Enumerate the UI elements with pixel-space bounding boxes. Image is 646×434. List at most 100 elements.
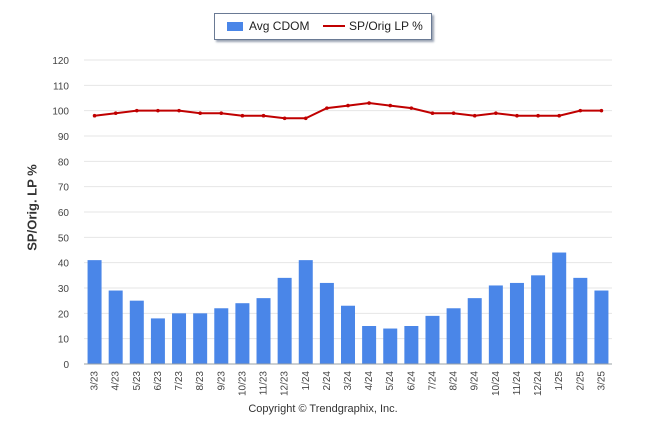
bar-avg-cdom-6-24 <box>404 326 419 364</box>
point-sp-orig-lp-2-25 <box>578 108 583 113</box>
bar-avg-cdom-10-24 <box>488 285 503 364</box>
bar-avg-cdom-3-25 <box>594 290 609 364</box>
y-axis-ticks: 0 10 20 30 40 50 60 70 80 90 100 110 120 <box>52 56 69 371</box>
x-tick-label: 9/23 <box>216 371 227 391</box>
bar-avg-cdom-5-23 <box>129 300 144 364</box>
bar-avg-cdom-10-23 <box>235 303 250 364</box>
legend-swatch-avg-cdom <box>227 22 243 31</box>
x-tick-label: 3/23 <box>90 371 101 391</box>
bar-avg-cdom-2-25 <box>573 277 588 364</box>
y-axis-label: SP/Orig. LP % <box>24 164 40 251</box>
y-tick-label: 100 <box>52 107 69 118</box>
x-tick-label: 7/23 <box>174 371 185 391</box>
point-sp-orig-lp-10-24 <box>494 111 498 115</box>
y-tick-label: 10 <box>58 335 70 346</box>
point-sp-orig-lp-4-24 <box>367 101 371 105</box>
point-sp-orig-lp-8-23 <box>198 111 202 115</box>
x-tick-label: 6/24 <box>406 371 417 391</box>
point-sp-orig-lp-6-24 <box>409 106 414 110</box>
point-sp-orig-lp-6-23 <box>156 108 160 113</box>
bar-avg-cdom-12-23 <box>277 277 292 364</box>
point-sp-orig-lp-9-23 <box>219 111 224 115</box>
legend-label-avg-cdom: Avg CDOM <box>249 19 310 33</box>
y-tick-label: 80 <box>58 157 70 168</box>
point-sp-orig-lp-3-24 <box>346 103 350 108</box>
x-tick-label: 5/24 <box>385 371 396 391</box>
y-tick-label: 30 <box>58 284 70 295</box>
point-sp-orig-lp-7-24 <box>430 111 435 115</box>
point-sp-orig-lp-7-23 <box>177 108 181 113</box>
point-sp-orig-lp-3-25 <box>599 108 604 113</box>
point-sp-orig-lp-5-23 <box>135 108 139 113</box>
x-tick-label: 2/25 <box>575 371 586 391</box>
bar-avg-cdom-1-25 <box>552 252 567 364</box>
bar-avg-cdom-8-24 <box>446 308 461 364</box>
legend-label-sp-orig-lp: SP/Orig LP % <box>349 19 423 33</box>
x-tick-label: 11/23 <box>259 371 270 396</box>
point-sp-orig-lp-1-24 <box>303 116 308 121</box>
line-series-sp-orig-lp <box>92 101 604 121</box>
point-sp-orig-lp-3-23 <box>92 113 97 118</box>
legend-swatch-sp-orig-lp <box>323 25 345 27</box>
x-tick-label: 3/24 <box>343 371 354 391</box>
point-sp-orig-lp-12-23 <box>282 116 287 121</box>
legend: Avg CDOM SP/Orig LP % <box>214 13 432 40</box>
bar-avg-cdom-12-24 <box>531 275 546 364</box>
bar-avg-cdom-9-23 <box>214 308 229 364</box>
bar-avg-cdom-7-23 <box>172 313 187 364</box>
bar-avg-cdom-8-23 <box>193 313 208 364</box>
x-tick-label: 8/24 <box>449 371 460 391</box>
point-sp-orig-lp-11-23 <box>261 113 266 118</box>
bar-avg-cdom-5-24 <box>383 328 398 364</box>
point-sp-orig-lp-9-24 <box>472 113 477 118</box>
point-sp-orig-lp-4-23 <box>113 111 118 115</box>
bar-avg-cdom-7-24 <box>425 315 440 364</box>
y-tick-label: 70 <box>58 183 70 194</box>
x-tick-label: 4/23 <box>111 371 122 391</box>
y-tick-label: 0 <box>63 360 69 371</box>
x-tick-label: 11/24 <box>512 371 523 396</box>
y-tick-label: 60 <box>58 208 70 219</box>
point-sp-orig-lp-1-25 <box>557 113 561 118</box>
bar-avg-cdom-4-23 <box>108 290 123 364</box>
y-tick-label: 110 <box>53 81 69 92</box>
bar-avg-cdom-6-23 <box>150 318 165 364</box>
x-tick-label: 5/23 <box>132 371 143 391</box>
point-sp-orig-lp-5-24 <box>388 103 393 108</box>
x-axis-ticks: 3/23 4/23 5/23 6/23 7/23 8/23 9/23 10/23 11/23 12… <box>90 371 608 396</box>
x-tick-label: 6/23 <box>153 371 164 391</box>
point-sp-orig-lp-8-24 <box>451 111 456 115</box>
x-tick-label: 9/24 <box>470 371 481 391</box>
y-tick-label: 120 <box>52 56 69 67</box>
bar-avg-cdom-11-23 <box>256 298 271 364</box>
copyright-footer: Copyright © Trendgraphix, Inc. <box>248 403 398 415</box>
point-sp-orig-lp-12-24 <box>536 113 540 118</box>
x-tick-label: 4/24 <box>364 371 375 391</box>
x-tick-label: 10/23 <box>237 371 248 396</box>
x-tick-label: 10/24 <box>491 371 502 396</box>
bar-avg-cdom-9-24 <box>467 298 482 364</box>
point-sp-orig-lp-2-24 <box>325 106 329 110</box>
bar-avg-cdom-11-24 <box>509 282 524 364</box>
y-tick-label: 90 <box>58 132 70 143</box>
x-tick-label: 12/24 <box>533 371 544 396</box>
bar-avg-cdom-3-23 <box>87 260 102 364</box>
x-tick-label: 8/23 <box>195 371 206 391</box>
bar-avg-cdom-3-24 <box>341 305 355 364</box>
bar-series-avg-cdom <box>87 252 609 364</box>
x-tick-label: 7/24 <box>427 371 438 391</box>
x-tick-label: 3/25 <box>596 371 607 391</box>
y-tick-label: 20 <box>58 309 70 320</box>
x-tick-label: 1/24 <box>301 371 312 391</box>
y-tick-label: 50 <box>58 233 70 244</box>
point-sp-orig-lp-11-24 <box>515 113 519 118</box>
x-tick-label: 1/25 <box>554 371 565 391</box>
point-sp-orig-lp-10-23 <box>240 113 245 118</box>
bar-avg-cdom-4-24 <box>362 326 377 364</box>
x-tick-label: 12/23 <box>280 371 291 396</box>
bar-avg-cdom-1-24 <box>298 260 313 364</box>
x-tick-label: 2/24 <box>322 371 333 391</box>
bar-avg-cdom-2-24 <box>319 282 334 364</box>
y-tick-label: 40 <box>58 259 70 270</box>
